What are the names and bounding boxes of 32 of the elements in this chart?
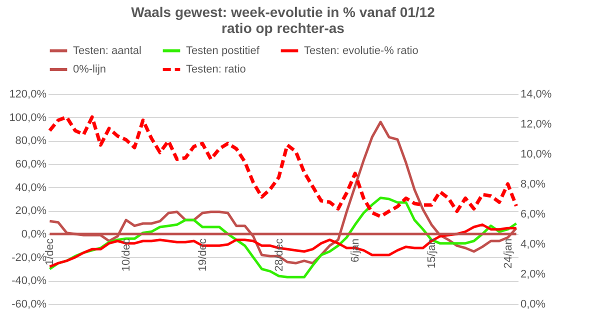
- x-tick-label: 28/dec: [273, 238, 286, 272]
- legend-label: Testen: aantal: [73, 44, 142, 57]
- legend-label: 0%-lijn: [73, 64, 106, 76]
- x-tick-label: 24/jan: [502, 238, 514, 268]
- y2-tick-label: 10,0%: [520, 148, 552, 160]
- chart-subtitle: ratio op rechter-as: [222, 20, 345, 36]
- y-tick-label: 120,0%: [9, 88, 47, 100]
- x-tick-label: 1/dec: [44, 238, 56, 266]
- y2-tick-label: 2,0%: [520, 268, 546, 280]
- y2-tick-label: 4,0%: [520, 238, 546, 250]
- chart-title: Waals gewest: week-evolutie in % vanaf 01/12: [131, 4, 436, 20]
- y-tick-label: 20,0%: [15, 205, 47, 218]
- y2-tick-label: 12,0%: [520, 118, 552, 130]
- y-tick-label: -40,0%: [12, 275, 47, 288]
- y-tick-label: 100,0%: [9, 112, 47, 124]
- y-tick-label: -60,0%: [12, 298, 47, 310]
- y-tick-label: 80,0%: [15, 135, 47, 148]
- legend-label: Testen: ratio: [186, 64, 246, 76]
- y-tick-label: 60,0%: [15, 158, 47, 170]
- legend-label: Testen postitief: [186, 44, 260, 57]
- y-tick-label: 0,0%: [21, 228, 47, 240]
- y2-tick-label: 14,0%: [520, 88, 552, 100]
- x-tick-label: 19/dec: [196, 238, 209, 272]
- x-tick-label: 6/jan: [350, 238, 362, 262]
- legend-label: Testen: evolutie-% ratio: [304, 44, 418, 57]
- y2-tick-label: 8,0%: [520, 178, 546, 190]
- line-series: [48, 115, 518, 218]
- y2-tick-label: 0,0%: [520, 298, 546, 310]
- x-tick-label: 15/jan: [426, 238, 438, 268]
- y2-tick-label: 6,0%: [520, 208, 546, 220]
- x-tick-label: 10/dec: [120, 238, 133, 272]
- y-tick-label: 40,0%: [15, 182, 47, 194]
